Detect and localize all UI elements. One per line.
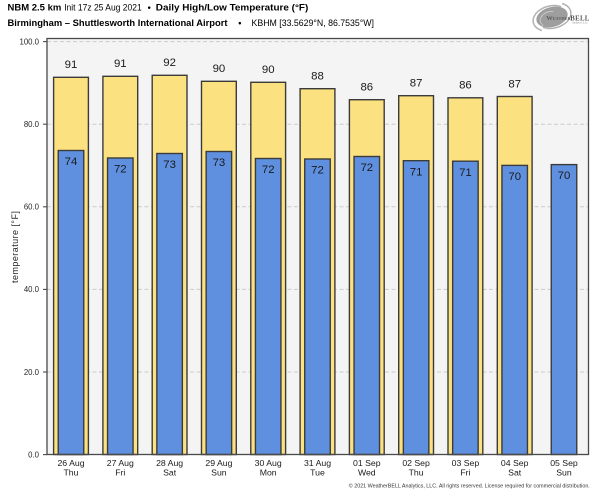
svg-text:Wed: Wed: [358, 467, 376, 477]
svg-text:70: 70: [508, 171, 521, 183]
svg-text:Tue: Tue: [310, 467, 325, 477]
svg-text:87: 87: [508, 78, 521, 90]
svg-text:86: 86: [360, 82, 373, 94]
svg-text:Sun: Sun: [556, 467, 572, 477]
svg-text:WEATHER: WEATHER: [546, 15, 571, 22]
svg-text:30 Aug: 30 Aug: [255, 458, 282, 468]
svg-text:91: 91: [114, 58, 127, 70]
svg-text:27 Aug: 27 Aug: [107, 458, 134, 468]
svg-text:60.0: 60.0: [24, 203, 40, 212]
svg-text:Thu: Thu: [64, 467, 79, 477]
svg-text:KBHM [33.5629°N, 86.7535°W]: KBHM [33.5629°N, 86.7535°W]: [252, 18, 375, 28]
svg-text:Daily High/Low Temperature (°F: Daily High/Low Temperature (°F): [156, 3, 308, 13]
svg-text:•: •: [148, 3, 151, 13]
svg-text:20.0: 20.0: [24, 368, 40, 377]
svg-text:31 Aug: 31 Aug: [304, 458, 331, 468]
svg-text:© 2021 WeatherBELL Analytics,: © 2021 WeatherBELL Analytics, LLC. All r…: [349, 482, 590, 489]
svg-text:Sat: Sat: [163, 467, 177, 477]
svg-text:Sun: Sun: [211, 467, 227, 477]
svg-text:Mon: Mon: [260, 467, 277, 477]
svg-text:72: 72: [262, 164, 275, 176]
svg-text:71: 71: [410, 166, 423, 178]
svg-text:70: 70: [558, 170, 571, 182]
svg-text:01 Sep: 01 Sep: [353, 458, 381, 468]
svg-text:40.0: 40.0: [24, 285, 40, 294]
svg-text:05 Sep: 05 Sep: [550, 458, 578, 468]
svg-text:90: 90: [213, 63, 226, 75]
svg-text:Thu: Thu: [409, 467, 424, 477]
svg-text:29 Aug: 29 Aug: [205, 458, 232, 468]
svg-text:72: 72: [114, 164, 127, 176]
svg-text:72: 72: [360, 162, 373, 174]
svg-text:Fri: Fri: [115, 467, 125, 477]
svg-text:BELL: BELL: [570, 15, 590, 22]
svg-text:03 Sep: 03 Sep: [452, 458, 480, 468]
svg-text:74: 74: [65, 156, 78, 168]
svg-text:28 Aug: 28 Aug: [156, 458, 183, 468]
svg-text:Birmingham – Shuttlesworth Int: Birmingham – Shuttlesworth International…: [8, 18, 228, 28]
svg-text:0.0: 0.0: [28, 450, 40, 459]
svg-text:•: •: [238, 18, 241, 28]
svg-text:92: 92: [163, 57, 176, 69]
svg-text:71: 71: [459, 167, 472, 179]
svg-text:72: 72: [311, 165, 324, 177]
svg-text:100.0: 100.0: [19, 37, 39, 46]
svg-text:88: 88: [311, 71, 324, 83]
svg-text:73: 73: [163, 159, 176, 171]
svg-text:04 Sep: 04 Sep: [501, 458, 529, 468]
svg-text:NBM 2.5 km: NBM 2.5 km: [8, 3, 62, 13]
svg-text:26 Aug: 26 Aug: [57, 458, 84, 468]
svg-text:91: 91: [65, 59, 78, 71]
svg-text:Init 17z 25 Aug 2021: Init 17z 25 Aug 2021: [64, 3, 142, 13]
svg-text:90: 90: [262, 64, 275, 76]
svg-text:86: 86: [459, 80, 472, 92]
svg-text:temperature [°F]: temperature [°F]: [10, 211, 20, 283]
svg-text:80.0: 80.0: [24, 120, 40, 129]
svg-text:02 Sep: 02 Sep: [402, 458, 430, 468]
svg-text:Analytics LLC: Analytics LLC: [572, 22, 588, 25]
svg-text:Fri: Fri: [460, 467, 470, 477]
svg-text:73: 73: [213, 157, 226, 169]
svg-text:87: 87: [410, 78, 423, 90]
svg-text:Sat: Sat: [508, 467, 522, 477]
